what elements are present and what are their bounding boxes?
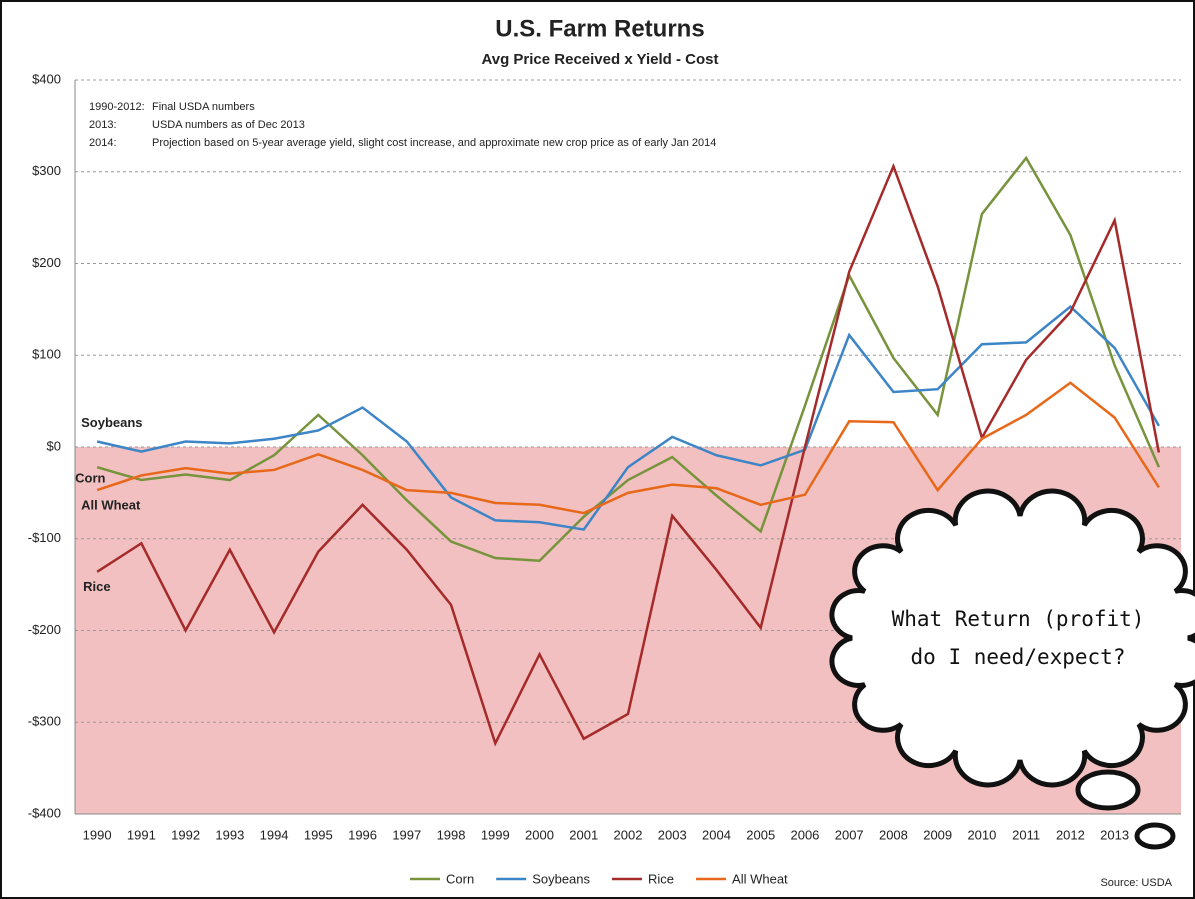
source: Source: USDA <box>1100 877 1172 889</box>
y-tick-label: $300 <box>32 163 61 178</box>
legend-label: Soybeans <box>532 871 590 886</box>
note: USDA numbers as of Dec 2013 <box>152 119 305 131</box>
legend-label: Rice <box>648 871 674 886</box>
series-label: Soybeans <box>81 415 142 430</box>
x-tick-label: 2003 <box>658 827 687 842</box>
y-tick-label: -$300 <box>28 714 61 729</box>
note: Projection based on 5-year average yield… <box>152 137 716 149</box>
chart-title: U.S. Farm Returns <box>495 15 704 42</box>
x-tick-label: 2006 <box>790 827 819 842</box>
y-tick-label: -$400 <box>28 805 61 820</box>
x-tick-label: 2011 <box>1012 827 1040 842</box>
x-tick-label: 2009 <box>923 827 952 842</box>
note: Final USDA numbers <box>152 101 255 113</box>
x-tick-label: 1996 <box>348 827 377 842</box>
x-tick-label: 1995 <box>304 827 333 842</box>
x-tick-label: 1990 <box>83 827 112 842</box>
x-tick-label: 1997 <box>392 827 421 842</box>
legend-label: All Wheat <box>732 871 788 886</box>
thought-bubble <box>1078 772 1138 808</box>
series-label: Corn <box>75 471 105 486</box>
y-tick-label: $0 <box>47 438 61 453</box>
x-tick-label: 2007 <box>835 827 864 842</box>
y-tick-label: $200 <box>32 255 61 270</box>
x-tick-label: 2008 <box>879 827 908 842</box>
note: 2014: <box>89 137 117 149</box>
x-tick-label: 2005 <box>746 827 775 842</box>
x-tick-label: 1993 <box>215 827 244 842</box>
y-tick-label: -$200 <box>28 622 61 637</box>
x-tick-label: 2002 <box>614 827 643 842</box>
chart-subtitle: Avg Price Received x Yield - Cost <box>481 51 718 68</box>
annotation: do I need/expect? <box>911 645 1126 669</box>
y-tick-label: -$100 <box>28 530 61 545</box>
x-tick-label: 2001 <box>569 827 598 842</box>
x-tick-label: 1992 <box>171 827 200 842</box>
y-tick-label: $100 <box>32 347 61 362</box>
note: 2013: <box>89 119 117 131</box>
x-tick-label: 2010 <box>967 827 996 842</box>
x-tick-label: 1994 <box>260 827 289 842</box>
legend-label: Corn <box>446 871 474 886</box>
note: 1990-2012: <box>89 101 145 113</box>
y-tick-label: $400 <box>32 71 61 86</box>
x-tick-label: 2012 <box>1056 827 1085 842</box>
x-tick-label: 2004 <box>702 827 731 842</box>
thought-bubble <box>1137 825 1173 847</box>
chart: U.S. Farm Returns Avg Price Received x Y… <box>0 0 1195 899</box>
x-tick-label: 1998 <box>437 827 466 842</box>
x-tick-label: 2000 <box>525 827 554 842</box>
annotation: What Return (profit) <box>892 607 1145 631</box>
series-label: Rice <box>83 579 110 594</box>
x-tick-label: 1999 <box>481 827 510 842</box>
x-tick-label: 2013 <box>1100 827 1129 842</box>
series-label: All Wheat <box>81 498 141 513</box>
x-tick-label: 1991 <box>127 827 156 842</box>
